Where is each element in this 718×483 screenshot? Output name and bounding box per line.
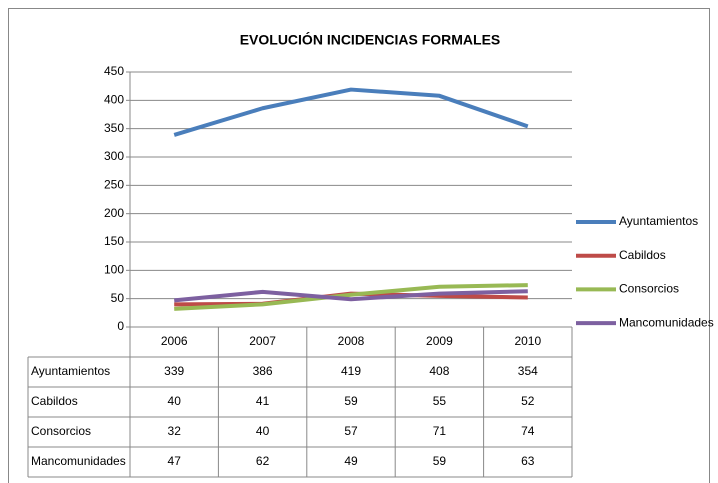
y-tick-label: 400 bbox=[104, 93, 124, 107]
table-row-label: Cabildos bbox=[31, 394, 78, 408]
table-cell: 59 bbox=[433, 454, 447, 468]
table-cell: 57 bbox=[344, 424, 358, 438]
y-tick-label: 0 bbox=[117, 319, 124, 333]
table-cell: 59 bbox=[344, 394, 358, 408]
series-line bbox=[173, 87, 529, 137]
table-cell: 47 bbox=[168, 454, 182, 468]
x-tick-label: 2006 bbox=[161, 334, 188, 348]
chart-title: EVOLUCIÓN INCIDENCIAS FORMALES bbox=[240, 31, 501, 48]
y-tick-label: 350 bbox=[104, 121, 124, 135]
table-row-label: Mancomunidades bbox=[31, 454, 126, 468]
table-cell: 49 bbox=[344, 454, 358, 468]
x-tick-label: 2008 bbox=[338, 334, 365, 348]
y-tick-label: 250 bbox=[104, 178, 124, 192]
y-tick-label: 150 bbox=[104, 234, 124, 248]
y-tick-label: 450 bbox=[104, 64, 124, 78]
y-tick-label: 300 bbox=[104, 149, 124, 163]
table-cell: 339 bbox=[164, 364, 184, 378]
chart-border bbox=[8, 8, 710, 483]
table-cell: 354 bbox=[518, 364, 538, 378]
y-tick-label: 50 bbox=[111, 291, 125, 305]
table-cell: 386 bbox=[253, 364, 273, 378]
x-tick-label: 2009 bbox=[426, 334, 453, 348]
x-tick-label: 2007 bbox=[249, 334, 276, 348]
table-cell: 40 bbox=[168, 394, 182, 408]
table-cell: 71 bbox=[433, 424, 447, 438]
legend-label: Mancomunidades bbox=[619, 315, 714, 329]
series-line bbox=[174, 289, 528, 303]
table-cell: 55 bbox=[433, 394, 447, 408]
table-cell: 62 bbox=[256, 454, 270, 468]
table-cell: 40 bbox=[256, 424, 270, 438]
table-cell: 408 bbox=[429, 364, 449, 378]
table-row-label: Consorcios bbox=[31, 424, 91, 438]
y-tick-label: 200 bbox=[104, 206, 124, 220]
legend-label: Consorcios bbox=[619, 282, 679, 296]
table-cell: 63 bbox=[521, 454, 535, 468]
legend-label: Cabildos bbox=[619, 248, 666, 262]
table-cell: 41 bbox=[256, 394, 270, 408]
table-cell: 32 bbox=[168, 424, 182, 438]
x-tick-label: 2010 bbox=[514, 334, 541, 348]
table-cell: 74 bbox=[521, 424, 535, 438]
y-tick-label: 100 bbox=[104, 263, 124, 277]
series-line bbox=[174, 283, 528, 311]
table-cell: 419 bbox=[341, 364, 361, 378]
table-cell: 52 bbox=[521, 394, 535, 408]
table-row-label: Ayuntamientos bbox=[31, 364, 110, 378]
legend-label: Ayuntamientos bbox=[619, 214, 698, 228]
